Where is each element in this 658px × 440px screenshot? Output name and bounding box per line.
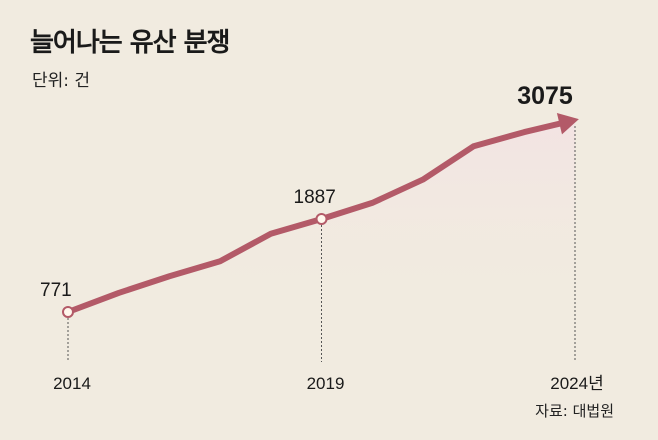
data-point-2014 (62, 306, 74, 318)
unit-label: 단위: 건 (32, 71, 91, 91)
data-label-2014: 771 (40, 280, 72, 301)
chart-title: 늘어나는 유산 분쟁 (30, 28, 230, 58)
x-tick-label-1: 2019 (307, 374, 345, 393)
arrowhead-icon (556, 113, 579, 135)
x-tick-label-0: 2014 (53, 374, 91, 393)
source-note: 자료: 대법원 (535, 402, 614, 420)
x-tick-label-2: 2024년 (550, 374, 603, 393)
data-label-2024: 3075 (517, 82, 573, 110)
data-point-2019 (315, 213, 328, 225)
area-fill (68, 120, 575, 312)
data-label-2019: 1887 (294, 187, 336, 208)
